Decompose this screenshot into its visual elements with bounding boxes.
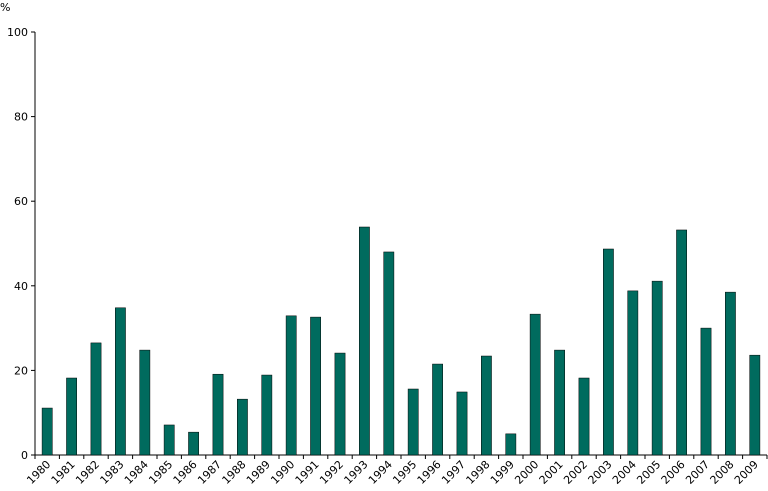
x-tick-label: 2000 <box>512 458 541 487</box>
y-axis-label: % <box>0 1 10 14</box>
x-tick-label: 2009 <box>732 458 761 487</box>
x-tick-label: 1982 <box>73 458 102 487</box>
x-tick-label: 1996 <box>415 458 444 487</box>
y-tick-label: 20 <box>14 364 28 377</box>
bar <box>212 373 224 456</box>
bar <box>700 327 712 456</box>
bar <box>359 226 370 456</box>
x-tick-label: 1992 <box>317 458 346 487</box>
bar <box>139 349 151 456</box>
y-tick-label: 100 <box>7 26 28 39</box>
y-tick-label: 80 <box>14 111 28 124</box>
bar <box>41 407 53 456</box>
bar <box>383 251 395 456</box>
x-tick-label: 1981 <box>49 458 78 487</box>
x-tick-label: 1983 <box>98 458 127 487</box>
x-tick-label: 1999 <box>488 458 517 487</box>
x-tick-label: 1991 <box>293 458 322 487</box>
y-tick-label: 60 <box>14 195 28 208</box>
x-tick-label: 2006 <box>659 458 688 487</box>
x-tick-label: 1994 <box>366 458 395 487</box>
x-tick-label: 2005 <box>634 458 663 487</box>
bar <box>115 307 126 456</box>
x-tick-label: 2003 <box>586 458 615 487</box>
bar <box>481 355 492 456</box>
bar <box>310 316 321 456</box>
bar <box>237 398 248 456</box>
x-tick-label: 1997 <box>439 458 468 487</box>
x-tick-label: 1985 <box>146 458 175 487</box>
bar <box>627 290 639 456</box>
x-tick-label: 1989 <box>244 458 273 487</box>
x-tick-label: 1984 <box>122 458 151 487</box>
bar <box>66 377 77 456</box>
bar <box>188 431 199 456</box>
bar <box>603 248 614 456</box>
bar <box>529 313 541 456</box>
bar <box>578 377 590 456</box>
bar <box>725 291 736 456</box>
bar <box>432 363 443 456</box>
bar <box>407 388 419 456</box>
x-tick-label: 2007 <box>683 458 712 487</box>
bar <box>505 433 517 456</box>
bar <box>163 424 175 456</box>
x-tick-label: 1988 <box>220 458 249 487</box>
y-tick-label: 40 <box>14 280 28 293</box>
x-tick-label: 2008 <box>708 458 737 487</box>
x-tick-label: 2001 <box>537 458 566 487</box>
bar <box>749 354 761 456</box>
bar <box>285 315 297 456</box>
y-tick-label: 0 <box>21 449 28 462</box>
bar <box>651 280 663 456</box>
x-tick-label: 1998 <box>464 458 493 487</box>
x-tick-label: 1987 <box>195 458 224 487</box>
x-tick-label: 1990 <box>268 458 297 487</box>
bar <box>334 352 346 456</box>
bar <box>676 229 687 456</box>
x-tick-label: 1986 <box>171 458 200 487</box>
bar <box>554 349 565 456</box>
bar <box>456 391 468 456</box>
x-tick-label: 2004 <box>610 458 639 487</box>
x-tick-label: 1993 <box>342 458 371 487</box>
bar <box>90 342 102 456</box>
bar <box>261 374 273 456</box>
x-tick-label: 2002 <box>561 458 590 487</box>
x-tick-label: 1980 <box>24 458 53 487</box>
x-tick-label: 1995 <box>390 458 419 487</box>
